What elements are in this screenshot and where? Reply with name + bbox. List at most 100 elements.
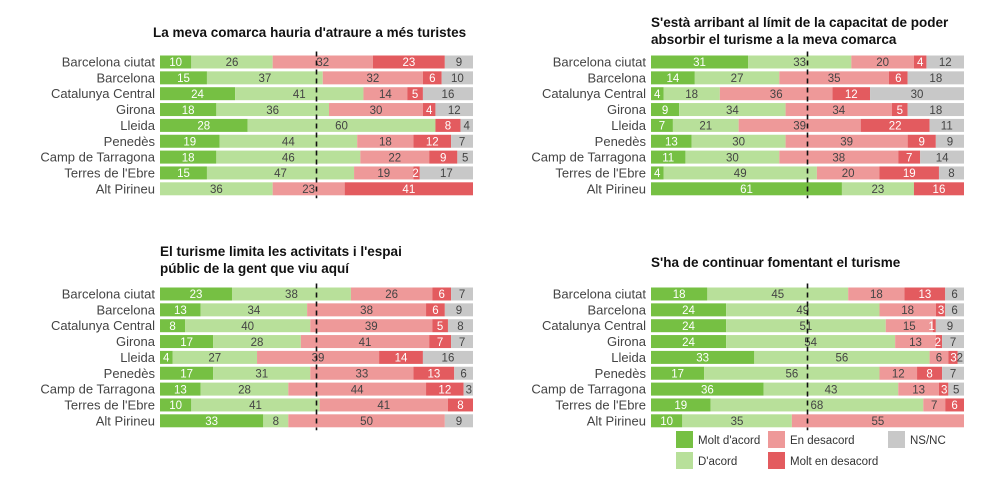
data-label: 8 — [457, 400, 463, 412]
data-label: 4 — [654, 89, 661, 101]
data-label: 14 — [379, 89, 392, 101]
bar-segment-molt_acord — [160, 366, 214, 380]
bar-segment-desacord — [307, 303, 427, 317]
bar-segment-molt_desacord — [432, 287, 452, 301]
category-label: Barcelona ciutat — [62, 55, 156, 70]
data-label: 51 — [800, 321, 813, 333]
data-label: 44 — [351, 384, 364, 396]
data-label: 13 — [918, 289, 931, 301]
bar-segment-nsnc — [419, 166, 473, 180]
data-label: 56 — [785, 368, 798, 380]
bar-segment-desacord — [288, 382, 427, 396]
bar-segment-molt_desacord — [935, 303, 946, 317]
data-label: 36 — [770, 89, 783, 101]
data-label: 9 — [440, 152, 446, 164]
bar-segment-desacord — [322, 71, 423, 85]
bar-segment-molt_acord — [160, 382, 201, 396]
bar-segment-nsnc — [935, 134, 964, 148]
data-label: 18 — [929, 73, 942, 85]
category-label: Alt Pirineu — [587, 181, 646, 196]
data-label: 56 — [836, 353, 849, 365]
bar-segment-desacord — [898, 382, 939, 396]
data-label: 15 — [177, 168, 190, 180]
bar-segment-molt_desacord — [904, 287, 946, 301]
data-label: 6 — [895, 73, 901, 85]
data-label: 6 — [951, 400, 957, 412]
bar-segment-molt_desacord — [879, 166, 939, 180]
data-label: 26 — [385, 289, 398, 301]
data-label: 18 — [901, 305, 914, 317]
bar-segment-acord — [841, 182, 914, 196]
bar-segment-acord — [672, 118, 739, 132]
data-label: 31 — [255, 368, 268, 380]
bar-segment-nsnc — [447, 319, 473, 333]
bar-segment-desacord — [272, 55, 373, 69]
category-label: Penedès — [595, 134, 647, 149]
chart-panel-4: S'ha de continuar fomentant el turisme Ba… — [531, 255, 964, 431]
bar-segment-desacord — [257, 350, 380, 364]
legend-swatch-molt_acord — [676, 431, 693, 448]
bar-segment-desacord — [357, 134, 414, 148]
data-label: 9 — [947, 136, 953, 148]
data-label: 7 — [950, 368, 956, 380]
bar-segment-acord — [754, 350, 930, 364]
bar-segment-molt_acord — [160, 150, 217, 164]
bar-segment-molt_desacord — [948, 350, 958, 364]
data-label: 41 — [402, 184, 415, 196]
bar-segment-acord — [231, 287, 351, 301]
bar-segment-acord — [694, 71, 780, 85]
bar-segment-nsnc — [460, 118, 473, 132]
bar-segment-acord — [206, 71, 323, 85]
chart-panel-2: S'està arribant al límit de la capacitat… — [531, 15, 964, 199]
data-label: 33 — [205, 416, 218, 428]
bar-segment-acord — [726, 335, 896, 349]
bar-segment-acord — [235, 87, 364, 101]
bar-segment-molt_acord — [160, 87, 236, 101]
category-label: Lleida — [611, 118, 646, 133]
bar-segment-molt_acord — [160, 303, 201, 317]
bar-segment-molt_acord — [160, 350, 173, 364]
bar-segment-molt_acord — [651, 287, 708, 301]
data-label: 40 — [241, 321, 254, 333]
category-label: Penedès — [104, 134, 156, 149]
bar-segment-nsnc — [435, 103, 473, 117]
data-label: 5 — [437, 321, 443, 333]
data-label: 47 — [274, 168, 287, 180]
data-label: 19 — [674, 400, 687, 412]
data-label: 18 — [685, 89, 698, 101]
data-label: 39 — [793, 121, 806, 133]
category-label: Penedès — [595, 366, 647, 381]
data-label: 32 — [366, 73, 379, 85]
bar-segment-acord — [172, 350, 258, 364]
category-label: Lleida — [611, 350, 646, 365]
category-label: Camp de Tarragona — [40, 382, 155, 397]
bar-segment-desacord — [354, 166, 414, 180]
data-label: 12 — [448, 105, 461, 117]
data-label: 41 — [377, 400, 390, 412]
bar-segment-molt_desacord — [429, 335, 452, 349]
data-label: 3 — [950, 353, 956, 365]
data-label: 8 — [926, 368, 932, 380]
data-label: 18 — [379, 136, 392, 148]
chart-panel-1: La meva comarca hauria d'atraure a més t… — [40, 25, 473, 199]
bar-segment-molt_acord — [651, 71, 695, 85]
legend-swatch-nsnc — [888, 431, 905, 448]
data-label: 36 — [210, 184, 223, 196]
bar-segment-molt_acord — [651, 414, 683, 428]
bar-segment-molt_acord — [160, 118, 248, 132]
bar-segment-nsnc — [907, 103, 964, 117]
legend-swatch-acord — [676, 452, 693, 469]
bar-segment-molt_acord — [651, 87, 664, 101]
data-label: 7 — [931, 400, 937, 412]
bar-segment-acord — [663, 166, 817, 180]
data-label: 46 — [282, 152, 295, 164]
category-label: Terres de l'Ebre — [64, 165, 155, 180]
data-label: 30 — [726, 152, 739, 164]
data-label: 41 — [293, 89, 306, 101]
data-label: 3 — [941, 384, 947, 396]
data-label: 44 — [282, 136, 295, 148]
data-label: 5 — [412, 89, 418, 101]
data-label: 4 — [464, 121, 471, 133]
data-label: 38 — [360, 305, 373, 317]
bar-segment-desacord — [329, 103, 423, 117]
